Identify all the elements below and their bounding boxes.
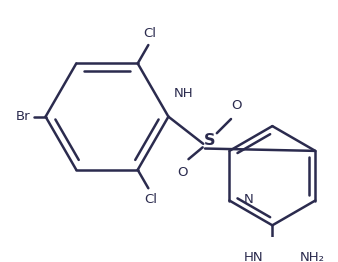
Text: Cl: Cl <box>144 193 157 206</box>
Text: N: N <box>244 193 253 206</box>
Text: O: O <box>232 99 242 112</box>
Text: Br: Br <box>16 110 30 123</box>
Text: O: O <box>177 166 188 179</box>
Text: S: S <box>204 133 216 148</box>
Text: Cl: Cl <box>143 27 156 40</box>
Text: NH: NH <box>174 87 194 100</box>
Text: HN: HN <box>243 251 263 262</box>
Text: NH₂: NH₂ <box>299 251 324 262</box>
